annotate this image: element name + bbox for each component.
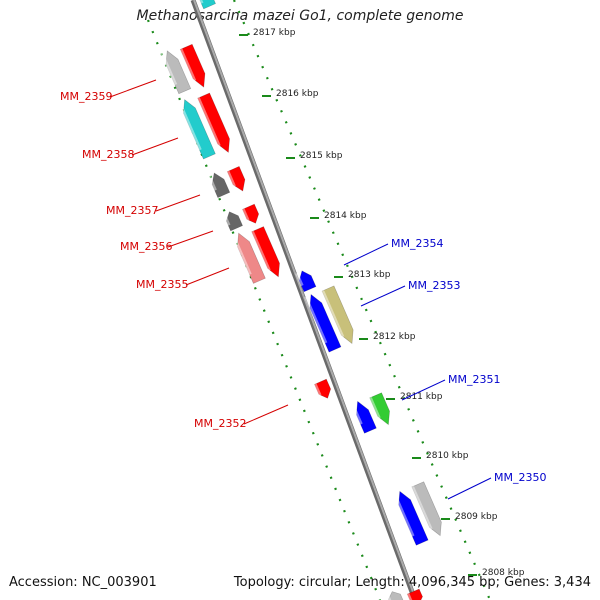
- gene-leader-line: [167, 230, 214, 248]
- gene-leader-line: [131, 137, 179, 156]
- genome-backbone-highlight: [193, 0, 417, 600]
- ruler-label: 2812 kbp: [373, 332, 416, 342]
- gene-label-right: MM_2353: [408, 279, 460, 292]
- gene-label-left: MM_2359: [60, 90, 112, 103]
- gene-olive-1: [321, 285, 354, 345]
- gene-grey-1: [160, 50, 192, 95]
- gene-dark-1: [207, 172, 231, 198]
- gene-pink-1: [231, 232, 266, 284]
- gene-label-left: MM_2355: [136, 278, 188, 291]
- right-axis-ticks: [232, 0, 492, 600]
- gene-leader-line: [243, 404, 289, 425]
- ruler-label: 2810 kbp: [426, 451, 469, 461]
- ruler-label: 2811 kbp: [400, 392, 443, 402]
- gene-partial-bottom-2: [406, 588, 423, 600]
- ruler-label: 2808 kbp: [482, 568, 525, 578]
- gene-mm2355: [250, 226, 280, 278]
- gene-mm2354: [295, 270, 317, 293]
- gene-label-right: MM_2354: [391, 237, 443, 250]
- gene-dark-2: [222, 211, 243, 232]
- gene-mm2353: [304, 293, 342, 353]
- map-title: Methanosarcina mazei Go1, complete genom…: [136, 8, 464, 24]
- gene-partial-bottom-1: [385, 591, 404, 600]
- gene-leader-line: [155, 194, 201, 212]
- gene-mm2351: [350, 400, 377, 434]
- gene-leader-line: [185, 267, 230, 286]
- gene-cyan-1: [177, 99, 216, 160]
- gene-label-left: MM_2357: [106, 204, 158, 217]
- topology-text: Topology: circular; Length: 4,096,345 bp…: [233, 575, 591, 590]
- gene-mm2359: [179, 43, 206, 88]
- gene-leader-line: [109, 79, 157, 98]
- ruler-label: 2809 kbp: [455, 512, 498, 522]
- ruler-label: 2814 kbp: [324, 211, 367, 221]
- gene-label-right: MM_2350: [494, 471, 546, 484]
- gene-mm2357: [226, 166, 246, 192]
- left-axis-ticks: [146, 19, 382, 600]
- gene-mm2358: [196, 92, 230, 153]
- ruler-label: 2816 kbp: [276, 89, 319, 99]
- gene-leader-line: [447, 477, 492, 500]
- gene-label-left: MM_2358: [82, 148, 134, 161]
- gene-label-right: MM_2351: [448, 373, 500, 386]
- gene-leader-line: [360, 285, 406, 307]
- gene-grey-2: [410, 481, 442, 537]
- ruler-label: 2813 kbp: [348, 270, 391, 280]
- gene-leader-line: [401, 379, 446, 401]
- gene-partial-top: [198, 0, 216, 10]
- accession-text: Accession: NC_003901: [9, 575, 157, 590]
- gene-leader-line: [343, 243, 389, 266]
- gene-mm2350: [392, 490, 429, 546]
- gene-label-left: MM_2356: [120, 240, 172, 253]
- ruler-label: 2815 kbp: [300, 151, 343, 161]
- gene-green-1: [368, 392, 390, 426]
- gene-mm2356: [241, 203, 259, 224]
- gene-mm2352: [313, 378, 331, 399]
- gene-label-left: MM_2352: [194, 417, 246, 430]
- ruler-label: 2817 kbp: [253, 28, 296, 38]
